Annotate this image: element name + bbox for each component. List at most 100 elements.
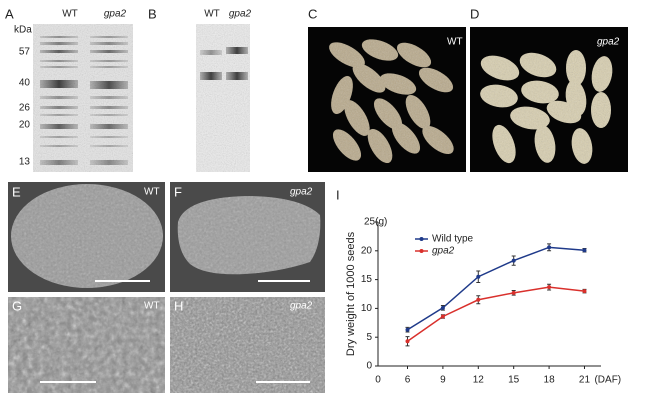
panel-label: G (12, 298, 22, 313)
gel-band (40, 145, 78, 147)
marker-label: 13 (19, 157, 31, 168)
x-tick-label: 6 (405, 375, 411, 386)
gel-band (40, 136, 78, 138)
seeds-wt (329, 39, 454, 164)
y-axis-label: Dry weight of 1000 seeds (345, 231, 357, 356)
data-point (511, 290, 516, 295)
marker-label: 57 (19, 47, 31, 58)
gel-band (40, 50, 78, 53)
x-origin-label: 0 (375, 375, 381, 386)
legend-label: Wild type (432, 234, 474, 245)
data-point (582, 289, 587, 294)
genotype-tag: gpa2 (290, 301, 313, 312)
lane-label: WT (204, 9, 220, 20)
data-point (547, 285, 552, 290)
seed-texture (546, 100, 582, 124)
y-tick-label: 10 (361, 303, 373, 314)
line-chart: 0 5 10 15 20 25(g) 6 9 12 15 18 21 0 (DAF) Wild typegp… (361, 217, 621, 386)
gel-band (40, 42, 78, 45)
genotype-tag: gpa2 (597, 37, 620, 48)
seed-texture (492, 124, 516, 164)
seed-texture (571, 128, 593, 164)
gel-band (40, 80, 78, 88)
x-tick-label: 21 (579, 375, 591, 386)
data-point (476, 297, 481, 302)
seed-texture (418, 67, 454, 93)
y-tick-label: 20 (361, 245, 373, 256)
seed-texture (510, 106, 550, 130)
gel-band (90, 124, 128, 129)
x-tick-label: 18 (544, 375, 556, 386)
gel-band (40, 124, 78, 129)
gel-band (40, 66, 78, 68)
legend-label: gpa2 (432, 246, 455, 257)
sem-g (8, 297, 165, 393)
gel-band (40, 114, 78, 116)
panel-label: H (174, 298, 183, 313)
gel-band (90, 42, 128, 45)
seed-texture (591, 56, 613, 92)
data-point (405, 339, 410, 344)
gel-band (90, 96, 128, 99)
gel-band (90, 136, 128, 138)
gel-band (40, 106, 78, 109)
gel-band (90, 160, 128, 165)
seed-texture (344, 100, 370, 136)
panel-label: E (12, 184, 21, 199)
legend-marker (419, 249, 424, 253)
seed-texture (480, 55, 520, 81)
series-line (407, 286, 585, 342)
lane-label: gpa2 (229, 9, 252, 20)
series-line (407, 246, 585, 331)
y-tick-label: 5 (366, 332, 372, 343)
data-point (440, 314, 445, 319)
sem-f (170, 182, 325, 292)
gel-band (90, 81, 128, 89)
gel-band (90, 36, 128, 38)
seed-texture (480, 84, 518, 108)
x-tick-label: 9 (440, 375, 446, 386)
data-point (405, 327, 410, 332)
genotype-tag: WT (447, 37, 463, 48)
seed-texture (373, 98, 403, 130)
marker-label: 26 (19, 103, 31, 114)
y-tick-label: 15 (361, 274, 373, 285)
genotype-tag: WT (144, 301, 160, 312)
gel-band (40, 60, 78, 62)
seed-texture (352, 63, 386, 93)
seed-texture (591, 92, 611, 128)
marker-label: 40 (19, 78, 31, 89)
seed-texture (396, 42, 432, 68)
unit-label: kDa (14, 25, 32, 36)
data-point (582, 248, 587, 253)
panel-label: I (336, 187, 340, 202)
gel-a (33, 24, 133, 172)
seeds-gpa2 (480, 50, 613, 164)
lane-label: WT (62, 9, 78, 20)
sem-e (8, 182, 165, 292)
seed-texture (521, 80, 559, 104)
data-point (511, 258, 516, 263)
seed-texture (361, 39, 399, 61)
lane-label: gpa2 (104, 9, 127, 20)
panel-label: A (5, 6, 14, 21)
y-tick-label: 25(g) (364, 217, 387, 228)
panel-label: D (470, 6, 479, 21)
gel-band (40, 36, 78, 38)
seed-texture (367, 128, 393, 164)
seed-texture (566, 50, 586, 86)
seed-texture (391, 122, 421, 154)
panel-label: C (308, 6, 317, 21)
data-point (440, 305, 445, 310)
genotype-tag: WT (144, 187, 160, 198)
gel-band (40, 160, 78, 165)
gel-band (90, 66, 128, 68)
panel-label: F (174, 184, 182, 199)
seed-texture (422, 125, 454, 155)
seed-texture (379, 73, 417, 95)
seed-texture (329, 42, 365, 68)
legend-marker (419, 237, 424, 241)
x-unit-label: (DAF) (594, 375, 621, 386)
y-tick-label: 0 (366, 361, 372, 372)
